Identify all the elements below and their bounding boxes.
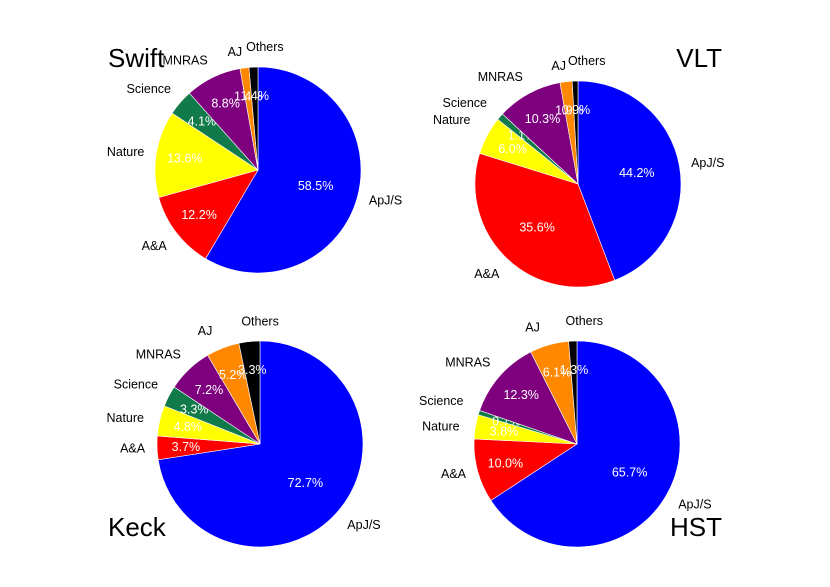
data-label-keck-mnras: 7.2% [195,383,224,397]
category-label-hst-apj-s: ApJ/S [678,498,711,512]
data-label-swift-others: 1.4% [240,89,269,103]
category-label-vlt-nature: Nature [433,113,471,127]
pie-slice-swift-nature [154,112,259,198]
pie-slice-swift-aanda [158,169,259,260]
pie-panel-swift: 58.5% ApJ/S 12.2% A&A 13.6% Nature 4.1% Science… [107,40,402,274]
pie-panel-vlt: 44.2%ApJ/S35.6%A&A6.0%Nature1.1%Science1… [433,43,724,288]
pie-slice-keck-others [238,340,261,445]
category-label-swift-science: Science [127,82,172,96]
pie-slice-hst-mnras [479,351,578,445]
pie-panel-hst: 65.7%ApJ/S10.0%A&A3.8%Nature 0.7%Science 1… [419,314,722,548]
category-label-swift-others: Others [246,40,284,54]
pie-slice-swift-apj-s [205,66,362,274]
data-label-keck-aj: 5.2% [219,368,248,382]
data-label-hst-apj-s: 65.7% [612,465,647,479]
panel-title-swift: Swift [108,43,165,73]
data-label-swift-science: 4.1% [188,115,217,129]
data-label-hst-others: 1.3% [560,363,589,377]
data-label-hst-nature: 3.8% [490,425,519,439]
category-label-vlt-aj: AJ [551,59,566,73]
category-label-swift-aj: AJ [228,45,243,59]
data-label-keck-science: 3.3% [180,403,209,417]
category-label-swift-aanda: A&A [142,239,168,253]
category-label-vlt-mnras: MNRAS [478,70,523,84]
pie-slice-vlt-apj-s [577,80,682,281]
category-label-vlt-others: Others [568,54,606,68]
data-label-hst-aanda: 10.0% [488,457,523,471]
data-label-swift-nature: 13.6% [167,151,202,165]
pie-slice-hst-others [568,340,578,445]
pie-slice-vlt-others [571,80,579,185]
data-label-vlt-others: 0.9% [562,103,591,117]
data-label-vlt-apj-s: 44.2% [619,166,654,180]
category-label-swift-mnras: MNRAS [163,54,208,68]
category-label-keck-science: Science [114,378,159,392]
data-label-hst-aj: 6.1% [543,366,572,380]
category-label-hst-nature: Nature [422,420,460,434]
data-label-keck-aanda: 3.7% [172,440,201,454]
pie-slice-keck-apj-s [157,340,364,548]
data-label-keck-others: 3.3% [238,363,267,377]
data-label-vlt-aanda: 35.6% [519,221,554,235]
category-label-vlt-science: Science [443,96,488,110]
category-label-vlt-aanda: A&A [474,267,500,281]
pie-slice-vlt-aanda [474,153,616,288]
category-label-hst-others: Others [566,314,604,328]
pie-slice-swift-others [248,66,259,171]
data-label-swift-mnras: 8.8% [211,96,240,110]
pie-slice-hst-apj-s [490,340,681,548]
data-label-vlt-nature: 6.0% [498,142,527,156]
category-label-swift-nature: Nature [107,145,145,159]
category-label-hst-aanda: A&A [441,467,467,481]
category-label-hst-science: Science [419,394,464,408]
panel-title-vlt: VLT [676,43,722,73]
panel-title-keck: Keck [108,512,167,542]
data-label-hst-mnras: 12.3% [503,388,538,402]
category-label-keck-aj: AJ [198,324,213,338]
data-label-keck-nature: 4.8% [174,420,203,434]
category-label-keck-aanda: A&A [120,441,146,455]
category-label-hst-aj: AJ [525,320,540,334]
category-label-keck-others: Others [241,315,279,329]
category-label-vlt-apj-s: ApJ/S [691,156,724,170]
data-label-vlt-mnras: 10.3% [525,112,560,126]
category-label-keck-nature: Nature [106,411,144,425]
pie-panel-keck: 72.7% ApJ/S 3.7% A&A 4.8% Nature 3.3% Science 7.… [106,315,381,548]
panel-title-hst: HST [670,512,722,542]
category-label-hst-mnras: MNRAS [445,355,490,369]
category-label-swift-apj-s: ApJ/S [369,193,402,207]
data-label-keck-apj-s: 72.7% [288,476,323,490]
data-label-swift-aanda: 12.2% [181,208,216,222]
category-label-keck-mnras: MNRAS [136,348,181,362]
category-label-keck-apj-s: ApJ/S [347,518,380,532]
data-label-swift-apj-s: 58.5% [298,179,333,193]
